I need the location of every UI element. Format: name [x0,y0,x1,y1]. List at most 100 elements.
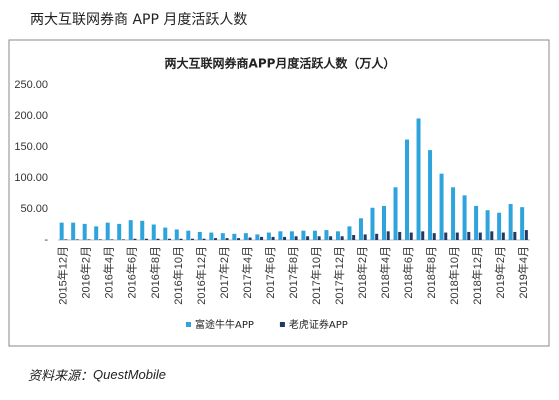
x-tick-label: 2018年2月 [355,246,369,299]
bar [156,238,160,240]
bar [220,233,225,240]
x-tick-label: 2017年8月 [286,246,300,299]
x-tick-label: 2018年6月 [401,246,415,299]
x-tick-label: 2016年10月 [171,246,185,305]
bar [501,232,505,240]
x-tick-label: 2016年12月 [194,246,208,305]
y-tick-label: 250.00 [14,79,48,91]
legend-label: 富途牛牛APP [195,318,254,331]
bar [151,224,156,240]
heading: 两大互联网券商 APP 月度活跃人数 [30,12,247,28]
x-tick-label: 2018年4月 [378,246,392,299]
chart-frame [8,39,550,347]
x-tick-label: 2017年10月 [309,246,323,305]
legend-label: 老虎证券APP [289,318,348,331]
bar [248,237,252,240]
bar [478,232,482,240]
bar [474,205,479,240]
bar [340,236,344,240]
bar [190,238,194,240]
bar [317,236,321,240]
bar [271,236,275,240]
bar [306,236,310,240]
bar [393,187,398,240]
bar [278,231,283,240]
bar [225,238,229,240]
bar [335,231,340,240]
bar [409,232,413,240]
bar [105,222,110,240]
x-tick-label: 2018年8月 [424,246,438,299]
bar [202,238,206,240]
y-tick-label: 50.00 [20,203,48,215]
legend-swatch [279,322,285,327]
bar [167,238,171,240]
x-tick-label: 2017年12月 [332,246,346,305]
bar [524,230,528,240]
bar [255,234,260,240]
bar [294,236,298,240]
bar [214,238,218,240]
bar [71,222,76,240]
bar [82,223,87,240]
x-tick-label: 2018年10月 [447,246,461,305]
bar [490,231,494,240]
y-tick-label: 150.00 [14,141,48,153]
x-tick-label: 2019年4月 [516,246,530,299]
bar [381,205,386,240]
source-label: 资料来源： [28,369,93,384]
y-tick-label: - [44,234,48,246]
bar [421,231,425,240]
bar [140,220,145,240]
bar [347,226,352,240]
source-name: QuestMobile [93,367,166,382]
bar [237,238,241,240]
bar [117,223,122,240]
x-tick-label: 2016年6月 [125,246,139,299]
bar [94,226,99,240]
bar [197,231,202,240]
bar [508,204,513,240]
x-tick-label: 2017年2月 [217,246,231,299]
legend-swatch [186,322,191,327]
bar [260,236,264,240]
bar [462,195,467,240]
bar [98,239,102,240]
bar [444,232,448,240]
bar [209,232,214,240]
bar [243,233,248,240]
x-tick-label: 2017年6月 [263,246,277,299]
bar [432,233,436,240]
bar [358,218,363,240]
bar [497,212,502,240]
bar [405,139,410,240]
bar [398,231,402,240]
bar [266,232,271,240]
x-tick-label: 2017年4月 [240,246,254,299]
bar [428,150,433,240]
bar [416,118,421,240]
x-tick-label: 2016年4月 [102,246,116,299]
bar [75,239,79,240]
bar [301,230,306,240]
bar [179,238,183,240]
y-tick-label: 100.00 [14,172,48,184]
bar [467,231,471,240]
bar [352,235,356,240]
bar [163,227,168,240]
bar [232,233,237,240]
bar [283,236,287,240]
bar [312,230,317,240]
bar [370,207,375,240]
chart-title: 两大互联网券商APP月度活跃人数（万人） [165,56,396,71]
x-tick-label: 2016年8月 [148,246,162,299]
bar [513,231,517,240]
bar [87,239,91,240]
y-tick-label: 200.00 [14,110,48,122]
bar [64,239,68,240]
bar [59,222,64,240]
x-tick-label: 2019年2月 [493,246,507,299]
bar [485,210,490,240]
bar [363,234,367,240]
